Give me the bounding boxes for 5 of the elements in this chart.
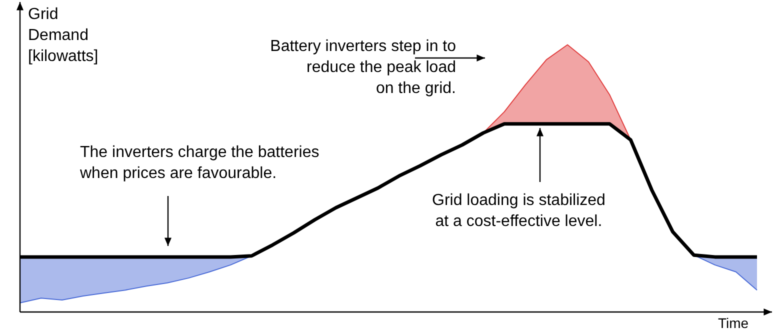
y-axis-title: Grid Demand [kilowatts] (28, 5, 100, 67)
x-axis-title: Time (718, 314, 749, 333)
annotation: Grid loading is stabilized at a cost-effective level. (432, 191, 606, 232)
annotation: The inverters charge the batteries when prices are favourable. (80, 143, 320, 184)
annotation: Battery inverters step in to reduce the peak load on the grid. (270, 37, 456, 99)
